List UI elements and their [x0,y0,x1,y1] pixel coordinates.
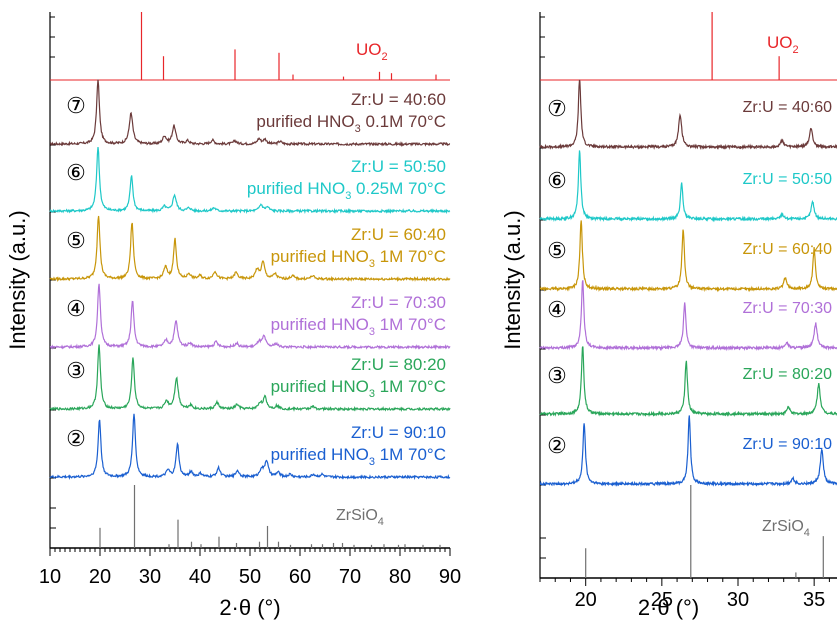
treatment-conditions: 1M 70°C [375,315,446,334]
sample-treatment-label-2: purified HNO3 1M 70°C [271,445,446,468]
x-tick-label: 50 [239,566,261,588]
sample-marker-5: ⑤ [66,228,86,253]
xrd-pattern-2 [539,415,837,487]
treatment-text: purified HNO [256,112,354,131]
uo2-label: UO2 [356,40,388,63]
sample-treatment-label-3: purified HNO3 1M 70°C [271,377,446,400]
x-axis-label: 2·θ (°) [638,595,699,620]
sample-treatment-label-7: purified HNO3 0.1M 70°C [256,112,446,135]
sample-ratio-label-7: Zr:U = 40:60 [351,90,446,109]
sample-ratio-label-3: Zr:U = 80:20 [743,366,832,383]
x-tick-label: 35 [803,589,825,611]
treatment-subscript: 3 [355,123,361,135]
treatment-conditions: 0.25M 70°C [351,179,446,198]
treatment-conditions: 1M 70°C [375,247,446,266]
zrsio4-label: ZrSiO4 [336,507,384,528]
treatment-text: purified HNO [271,247,369,266]
xrd-pattern-5 [539,220,837,293]
treatment-conditions: 1M 70°C [375,377,446,396]
y-axis-label: Intensity (a.u.) [500,210,525,349]
sample-marker-5: ⑤ [547,238,567,263]
treatment-subscript: 3 [369,258,375,270]
x-tick-label: 25 [651,589,673,611]
x-tick-label: 20 [575,589,597,611]
xrd-pattern-7 [49,79,451,148]
treatment-conditions: 0.1M 70°C [361,112,446,131]
xrd-pattern-4 [49,283,451,351]
treatment-subscript: 3 [369,456,375,468]
sample-marker-6: ⑥ [66,160,86,185]
zrsio4-label-subscript: 4 [378,516,384,528]
zrsio4-label-subscript: 4 [804,527,810,539]
treatment-text: purified HNO [247,179,345,198]
sample-ratio-label-6: Zr:U = 50:50 [743,171,832,188]
sample-marker-7: ⑦ [66,93,86,118]
treatment-subscript: 3 [369,326,375,338]
sample-ratio-label-4: Zr:U = 70:30 [351,293,446,312]
left-panel: 10 20 30 40 50 60 70 80 90 2·θ (°) Intensity (a.u.… [5,12,461,620]
xrd-pattern-5 [49,215,451,283]
sample-ratio-label-2: Zr:U = 90:10 [351,423,446,442]
sample-ratio-label-4: Zr:U = 70:30 [743,300,832,317]
x-tick-label: 90 [439,566,461,588]
sample-marker-4: ④ [66,296,86,321]
xrd-pattern-7 [539,79,837,151]
x-tick-label: 70 [339,566,361,588]
uo2-label-subscript: 2 [382,51,388,63]
sample-marker-2: ② [66,426,86,451]
sample-ratio-label-5: Zr:U = 60:40 [351,225,446,244]
x-tick-label: 30 [139,566,161,588]
sample-ratio-label-6: Zr:U = 50:50 [351,157,446,176]
treatment-subscript: 3 [345,190,351,202]
zrsio4-label: ZrSiO4 [762,518,810,539]
treatment-text: purified HNO [271,377,369,396]
x-tick-label: 30 [727,589,749,611]
treatment-subscript: 3 [369,388,375,400]
sample-ratio-label-7: Zr:U = 40:60 [743,99,832,116]
x-tick-label: 40 [189,566,211,588]
xrd-pattern-3 [539,346,837,418]
right-panel: 20 25 30 35 2·θ (°) Intensity (a.u.) UO2 ZrSiO4… [500,12,837,620]
xrd-pattern-3 [49,344,451,413]
x-tick-label: 10 [39,566,61,588]
uo2-label: UO2 [767,33,799,56]
xrd-pattern-6 [539,150,837,223]
sample-marker-3: ③ [66,358,86,383]
x-tick-label: 60 [289,566,311,588]
sample-marker-7: ⑦ [547,96,567,121]
treatment-text: purified HNO [271,315,369,334]
sample-marker-3: ③ [547,363,567,388]
sample-treatment-label-4: purified HNO3 1M 70°C [271,315,446,338]
xrd-pattern-6 [49,147,451,215]
sample-marker-4: ④ [547,297,567,322]
sample-ratio-label-2: Zr:U = 90:10 [743,436,832,453]
uo2-label-subscript: 2 [793,44,799,56]
xrd-pattern-4 [539,280,837,352]
xrd-pattern-2 [49,413,451,481]
treatment-text: purified HNO [271,445,369,464]
sample-treatment-label-6: purified HNO3 0.25M 70°C [247,179,446,202]
sample-treatment-label-5: purified HNO3 1M 70°C [271,247,446,270]
treatment-conditions: 1M 70°C [375,445,446,464]
sample-ratio-label-3: Zr:U = 80:20 [351,355,446,374]
sample-ratio-label-5: Zr:U = 60:40 [743,241,832,258]
x-tick-label: 20 [89,566,111,588]
x-tick-label: 80 [389,566,411,588]
sample-marker-6: ⑥ [547,168,567,193]
x-axis-label: 2·θ (°) [219,595,280,620]
sample-marker-2: ② [547,433,567,458]
y-axis-label: Intensity (a.u.) [5,210,30,349]
